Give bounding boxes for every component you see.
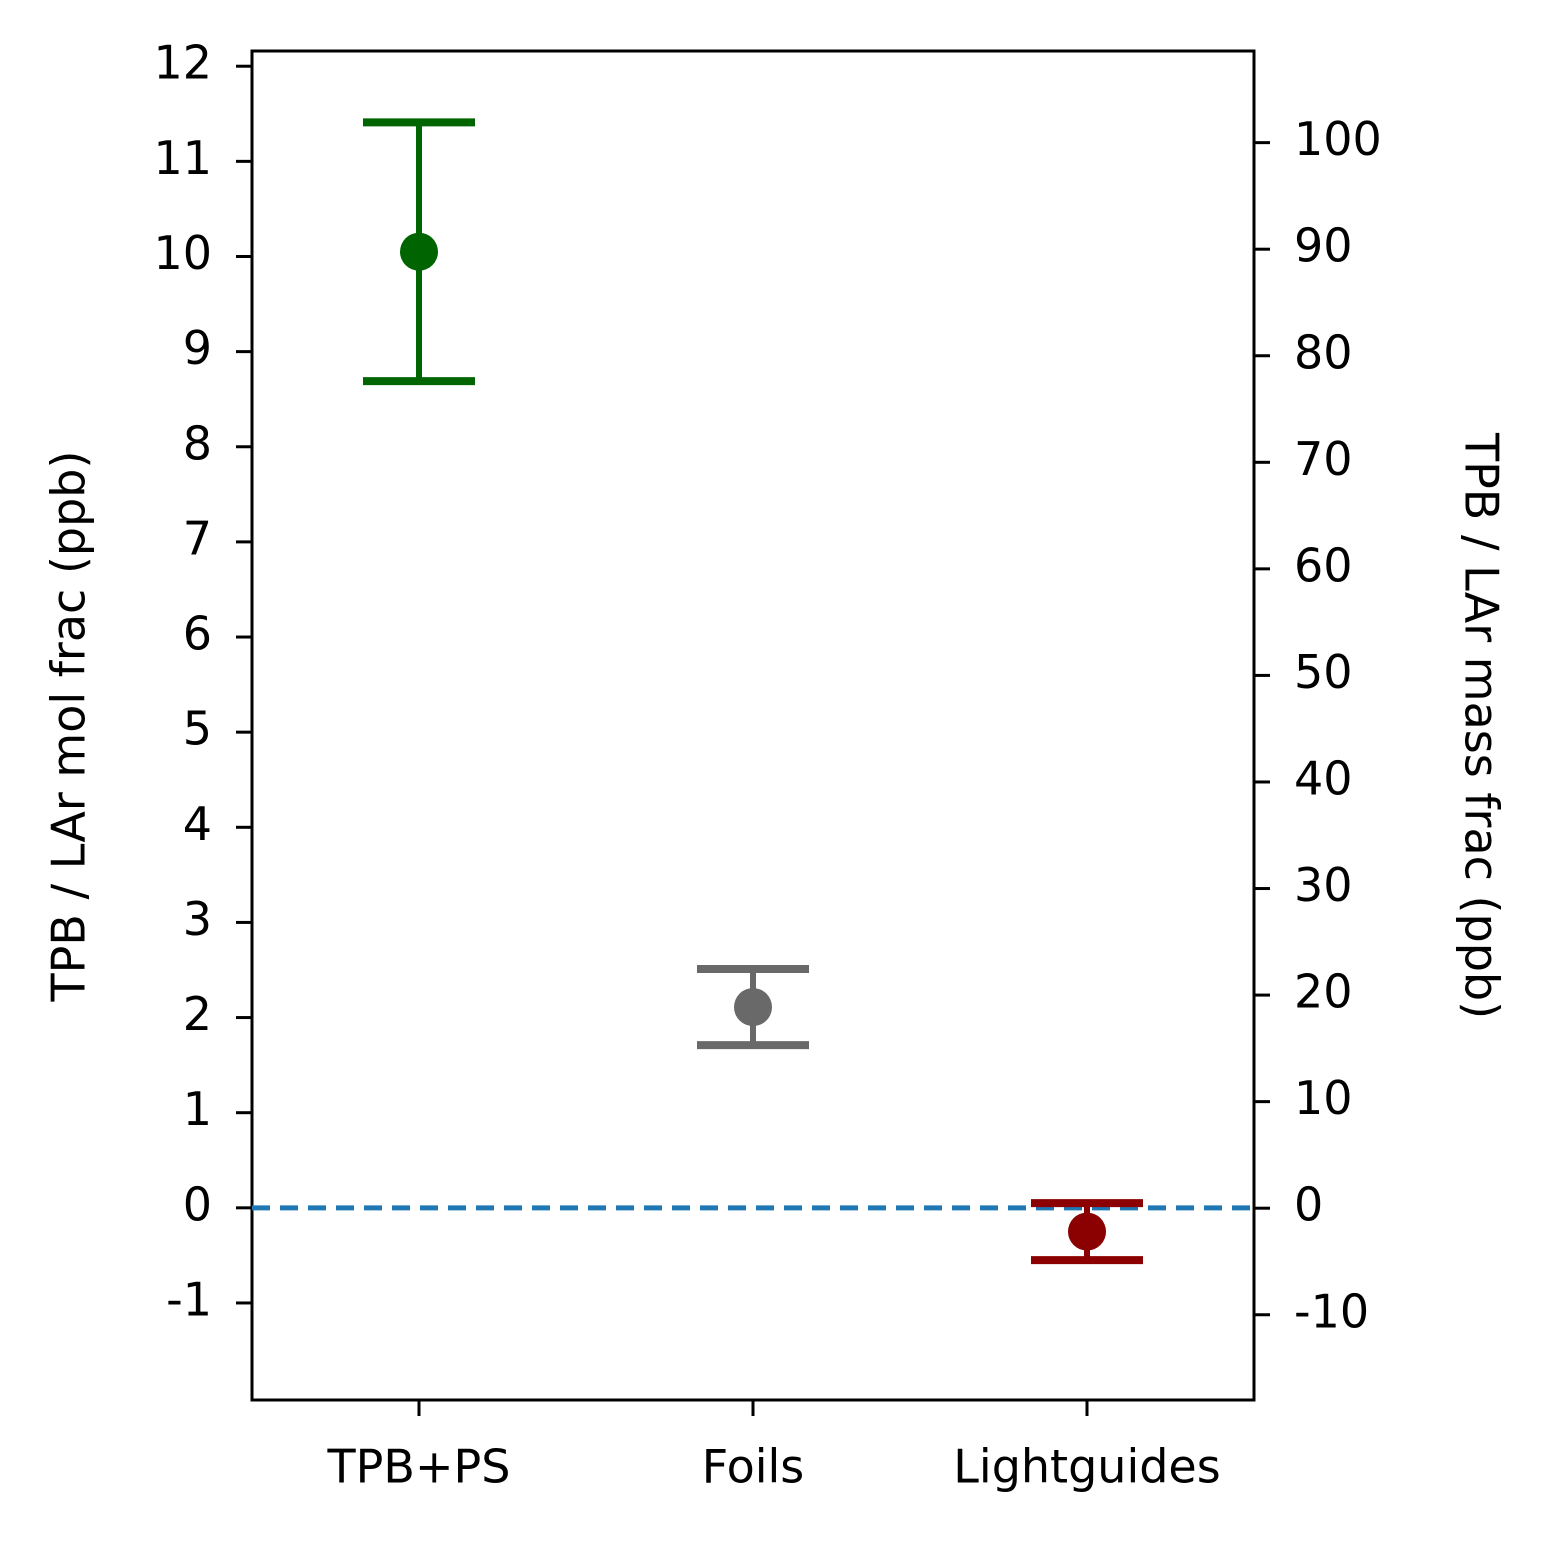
y-tick-label: 4 xyxy=(183,797,212,851)
y-tick-label: 1 xyxy=(183,1082,212,1136)
point xyxy=(400,232,438,271)
y2-tick-label: 90 xyxy=(1294,219,1353,273)
y2-tick-label: 30 xyxy=(1294,858,1353,912)
y2-tick-label: 60 xyxy=(1294,538,1353,592)
y2-tick-label: -10 xyxy=(1294,1284,1369,1338)
y-tick-label: 7 xyxy=(183,511,212,565)
x-tick-label: Lightguides xyxy=(953,1440,1220,1494)
y2-tick-label: 80 xyxy=(1294,325,1353,379)
point xyxy=(1068,1212,1106,1251)
y-tick-label: 10 xyxy=(153,226,212,280)
y2-axis-label: TPB / LAr mass frac (ppb) xyxy=(1455,432,1509,1019)
y2-tick-label: 100 xyxy=(1294,112,1382,166)
y2-tick-label: 70 xyxy=(1294,432,1353,486)
x-tick-label: Foils xyxy=(702,1440,805,1494)
y2-tick-label: 0 xyxy=(1294,1178,1323,1232)
point xyxy=(734,988,772,1027)
y-tick-label: 0 xyxy=(183,1177,212,1231)
y-tick-label: 2 xyxy=(183,987,212,1041)
y2-tick-label: 10 xyxy=(1294,1071,1353,1125)
y-tick-label: 8 xyxy=(183,416,212,470)
y-tick-label: 12 xyxy=(153,36,212,90)
y-tick-label: 11 xyxy=(153,131,212,185)
y2-tick-label: 40 xyxy=(1294,751,1353,805)
y-axis-label: TPB / LAr mol frac (ppb) xyxy=(42,451,96,1003)
y2-tick-label: 50 xyxy=(1294,645,1353,699)
y-tick-label: -1 xyxy=(166,1272,212,1326)
y2-tick-label: 20 xyxy=(1294,965,1353,1019)
y-tick-label: 5 xyxy=(183,702,212,756)
y-tick-label: 9 xyxy=(183,321,212,375)
y-tick-label: 3 xyxy=(183,892,212,946)
x-tick-label: TPB+PS xyxy=(327,1440,511,1494)
y-tick-label: 6 xyxy=(183,607,212,661)
